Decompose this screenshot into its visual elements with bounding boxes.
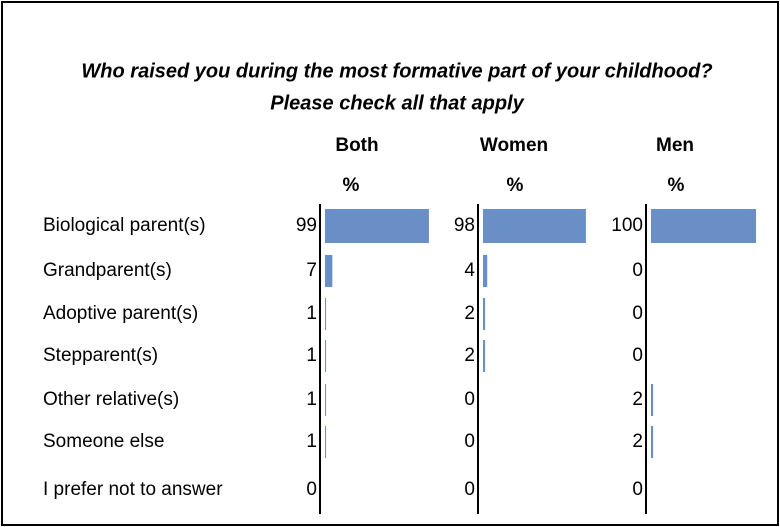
bar [651,426,654,458]
bar [325,340,327,372]
value-label: 4 [464,260,475,281]
value-label: 0 [464,389,475,410]
bar [483,340,486,372]
bar [325,209,429,243]
bar [651,384,654,416]
row-label: Adoptive parent(s) [43,303,198,324]
row-label: Grandparent(s) [43,260,172,281]
value-label: 0 [632,479,643,500]
chart-title: Who raised you during the most formative… [81,60,712,82]
value-label: 0 [632,260,643,281]
bar [325,298,327,330]
value-label: 100 [611,215,643,236]
value-label: 0 [632,303,643,324]
row-label: I prefer not to answer [43,479,223,500]
bar [651,209,756,243]
value-label: 99 [296,215,317,236]
unit-label: % [668,175,685,196]
bar [325,255,333,287]
bar [325,426,327,458]
row-label: Someone else [43,431,164,452]
value-label: 0 [306,479,317,500]
bar [483,255,488,287]
unit-label: % [343,175,360,196]
bar [325,384,327,416]
column-header: Women [480,135,548,156]
value-label: 2 [464,345,475,366]
value-label: 2 [464,303,475,324]
value-label: 0 [464,431,475,452]
value-label: 2 [632,431,643,452]
value-label: 98 [454,215,475,236]
value-label: 7 [306,260,317,281]
row-label: Stepparent(s) [43,345,158,366]
column-header: Both [335,135,378,156]
chart-subtitle: Please check all that apply [270,92,524,114]
value-label: 1 [306,431,317,452]
bar [483,209,586,243]
bar [483,298,486,330]
value-label: 1 [306,389,317,410]
unit-label: % [507,175,524,196]
row-label: Biological parent(s) [43,215,206,236]
value-label: 1 [306,303,317,324]
value-label: 2 [632,389,643,410]
value-label: 1 [306,345,317,366]
value-label: 0 [632,345,643,366]
column-header: Men [656,135,694,156]
row-label: Other relative(s) [43,389,179,410]
value-label: 0 [464,479,475,500]
